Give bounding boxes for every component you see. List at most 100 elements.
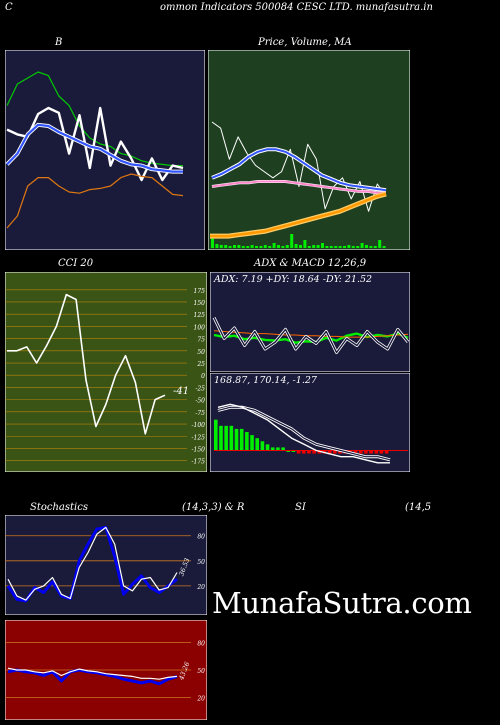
macd-hist-bar [219, 425, 223, 451]
volume-bar [237, 245, 241, 248]
macd-hist-bar [379, 450, 384, 454]
volume-bar [281, 246, 285, 248]
volume-bar [290, 234, 294, 248]
macd-hist-bar [255, 438, 260, 451]
volume-bar [325, 246, 329, 248]
cci-tick-label: 50 [197, 349, 205, 356]
macd-hist-bar [270, 447, 275, 451]
cci-tick-label: -50 [195, 398, 205, 405]
cci-tick-label: -150 [192, 446, 206, 453]
cci-tick-label: -75 [195, 410, 205, 417]
volume-bar [215, 244, 219, 248]
macd-hist-bar [291, 450, 296, 452]
macd-hist-bar [327, 450, 332, 454]
volume-bar [299, 245, 302, 248]
volume-bar [255, 246, 258, 248]
macd-hist-bar [317, 450, 322, 454]
macd-hist-bar [307, 450, 311, 454]
macd-hist-bar [374, 450, 379, 454]
bollinger-series-3 [6, 173, 184, 229]
volume-bar [338, 246, 342, 248]
cci-tick-label: 100 [194, 324, 206, 331]
price-title: Price, Volume, MA [258, 37, 352, 48]
cci-tick-label: 25 [196, 361, 205, 368]
stochastics-series-1 [7, 526, 178, 601]
macd-line [217, 403, 390, 464]
header-left-letter: C [5, 2, 13, 13]
volume-bar [365, 245, 368, 248]
volume-bar [307, 246, 311, 248]
volume-bar [303, 240, 307, 248]
volume-bar [321, 243, 324, 248]
volume-bar [211, 234, 214, 248]
macd-hist-bar [224, 425, 228, 451]
adx-chart [210, 272, 410, 372]
volume-bar [329, 246, 333, 248]
cci-value-label: -41 [173, 386, 189, 397]
rsi-title: SI [295, 502, 306, 513]
macd-hist-bar [333, 450, 337, 454]
volume-bar [272, 243, 276, 248]
page-title: ommon Indicators 500084 CESC LTD. munafa… [160, 2, 433, 13]
volume-bar [334, 246, 338, 248]
cci-plot-area [5, 272, 207, 472]
cci-line [7, 293, 166, 435]
volume-bar [312, 245, 316, 248]
macd-hist-bar [302, 450, 306, 454]
volume-bar [382, 246, 386, 248]
macd-hist-bar [239, 428, 244, 451]
rsi-params: (14,5 [405, 502, 432, 513]
adx-plot-area [210, 272, 410, 372]
volume-bar [259, 246, 263, 248]
bollinger-series-2 [6, 123, 183, 173]
macd-hist-bar [338, 450, 342, 454]
price-series-1 [211, 148, 387, 192]
macd-hist-bar [358, 450, 363, 454]
macd-hist-bar [353, 450, 358, 454]
volume-bar [369, 246, 373, 248]
macd-hist-bar [276, 447, 280, 451]
cci-tick-label: -100 [192, 422, 206, 429]
stochastics-title: Stochastics [30, 502, 88, 513]
stochastics-tick-label: 50 [197, 559, 205, 566]
macd-hist-bar [245, 432, 249, 451]
price-series-2 [211, 180, 386, 194]
cci-tick-label: 0 [201, 373, 205, 380]
rsi-tick-label: 80 [197, 640, 205, 647]
stochastics-tick-label: 80 [197, 534, 205, 541]
macd-hist-bar [214, 419, 218, 451]
volume-bar [378, 240, 382, 248]
rsi-tick-label: 50 [197, 668, 205, 675]
cci-tick-label: 175 [194, 288, 206, 295]
volume-bar [219, 245, 223, 248]
volume-bar [263, 245, 267, 248]
volume-bar [228, 246, 232, 248]
volume-bar [347, 245, 351, 248]
cci-tick-label: -25 [195, 385, 205, 392]
volume-bar [277, 245, 280, 248]
volume-bar [343, 246, 346, 248]
volume-bar [351, 246, 355, 248]
adx-line-inner [213, 317, 409, 354]
volume-bar [373, 246, 377, 248]
bollinger-title: B [55, 37, 63, 48]
volume-bar [294, 244, 298, 248]
macd-hist-bar [250, 435, 254, 451]
macd-hist-bar [364, 450, 368, 454]
volume-bar [356, 246, 360, 248]
volume-bar [268, 246, 272, 248]
cci-title: CCI 20 [58, 258, 94, 269]
volume-bar [360, 243, 364, 248]
macd-hist-bar [281, 447, 285, 451]
macd-hist-bar [265, 444, 270, 451]
cci-tick-label: 150 [194, 300, 206, 307]
cci-chart: 175 150 125 100 75 50 25 0 -25 -50 -75 -100 -125 -150… [5, 272, 207, 472]
volume-bar [316, 245, 320, 248]
cci-tick-label: 75 [197, 337, 205, 344]
macd-hist-bar [286, 450, 291, 452]
bollinger-chart [5, 50, 205, 250]
macd-signal-line [217, 406, 391, 461]
price-series-3 [210, 192, 387, 238]
